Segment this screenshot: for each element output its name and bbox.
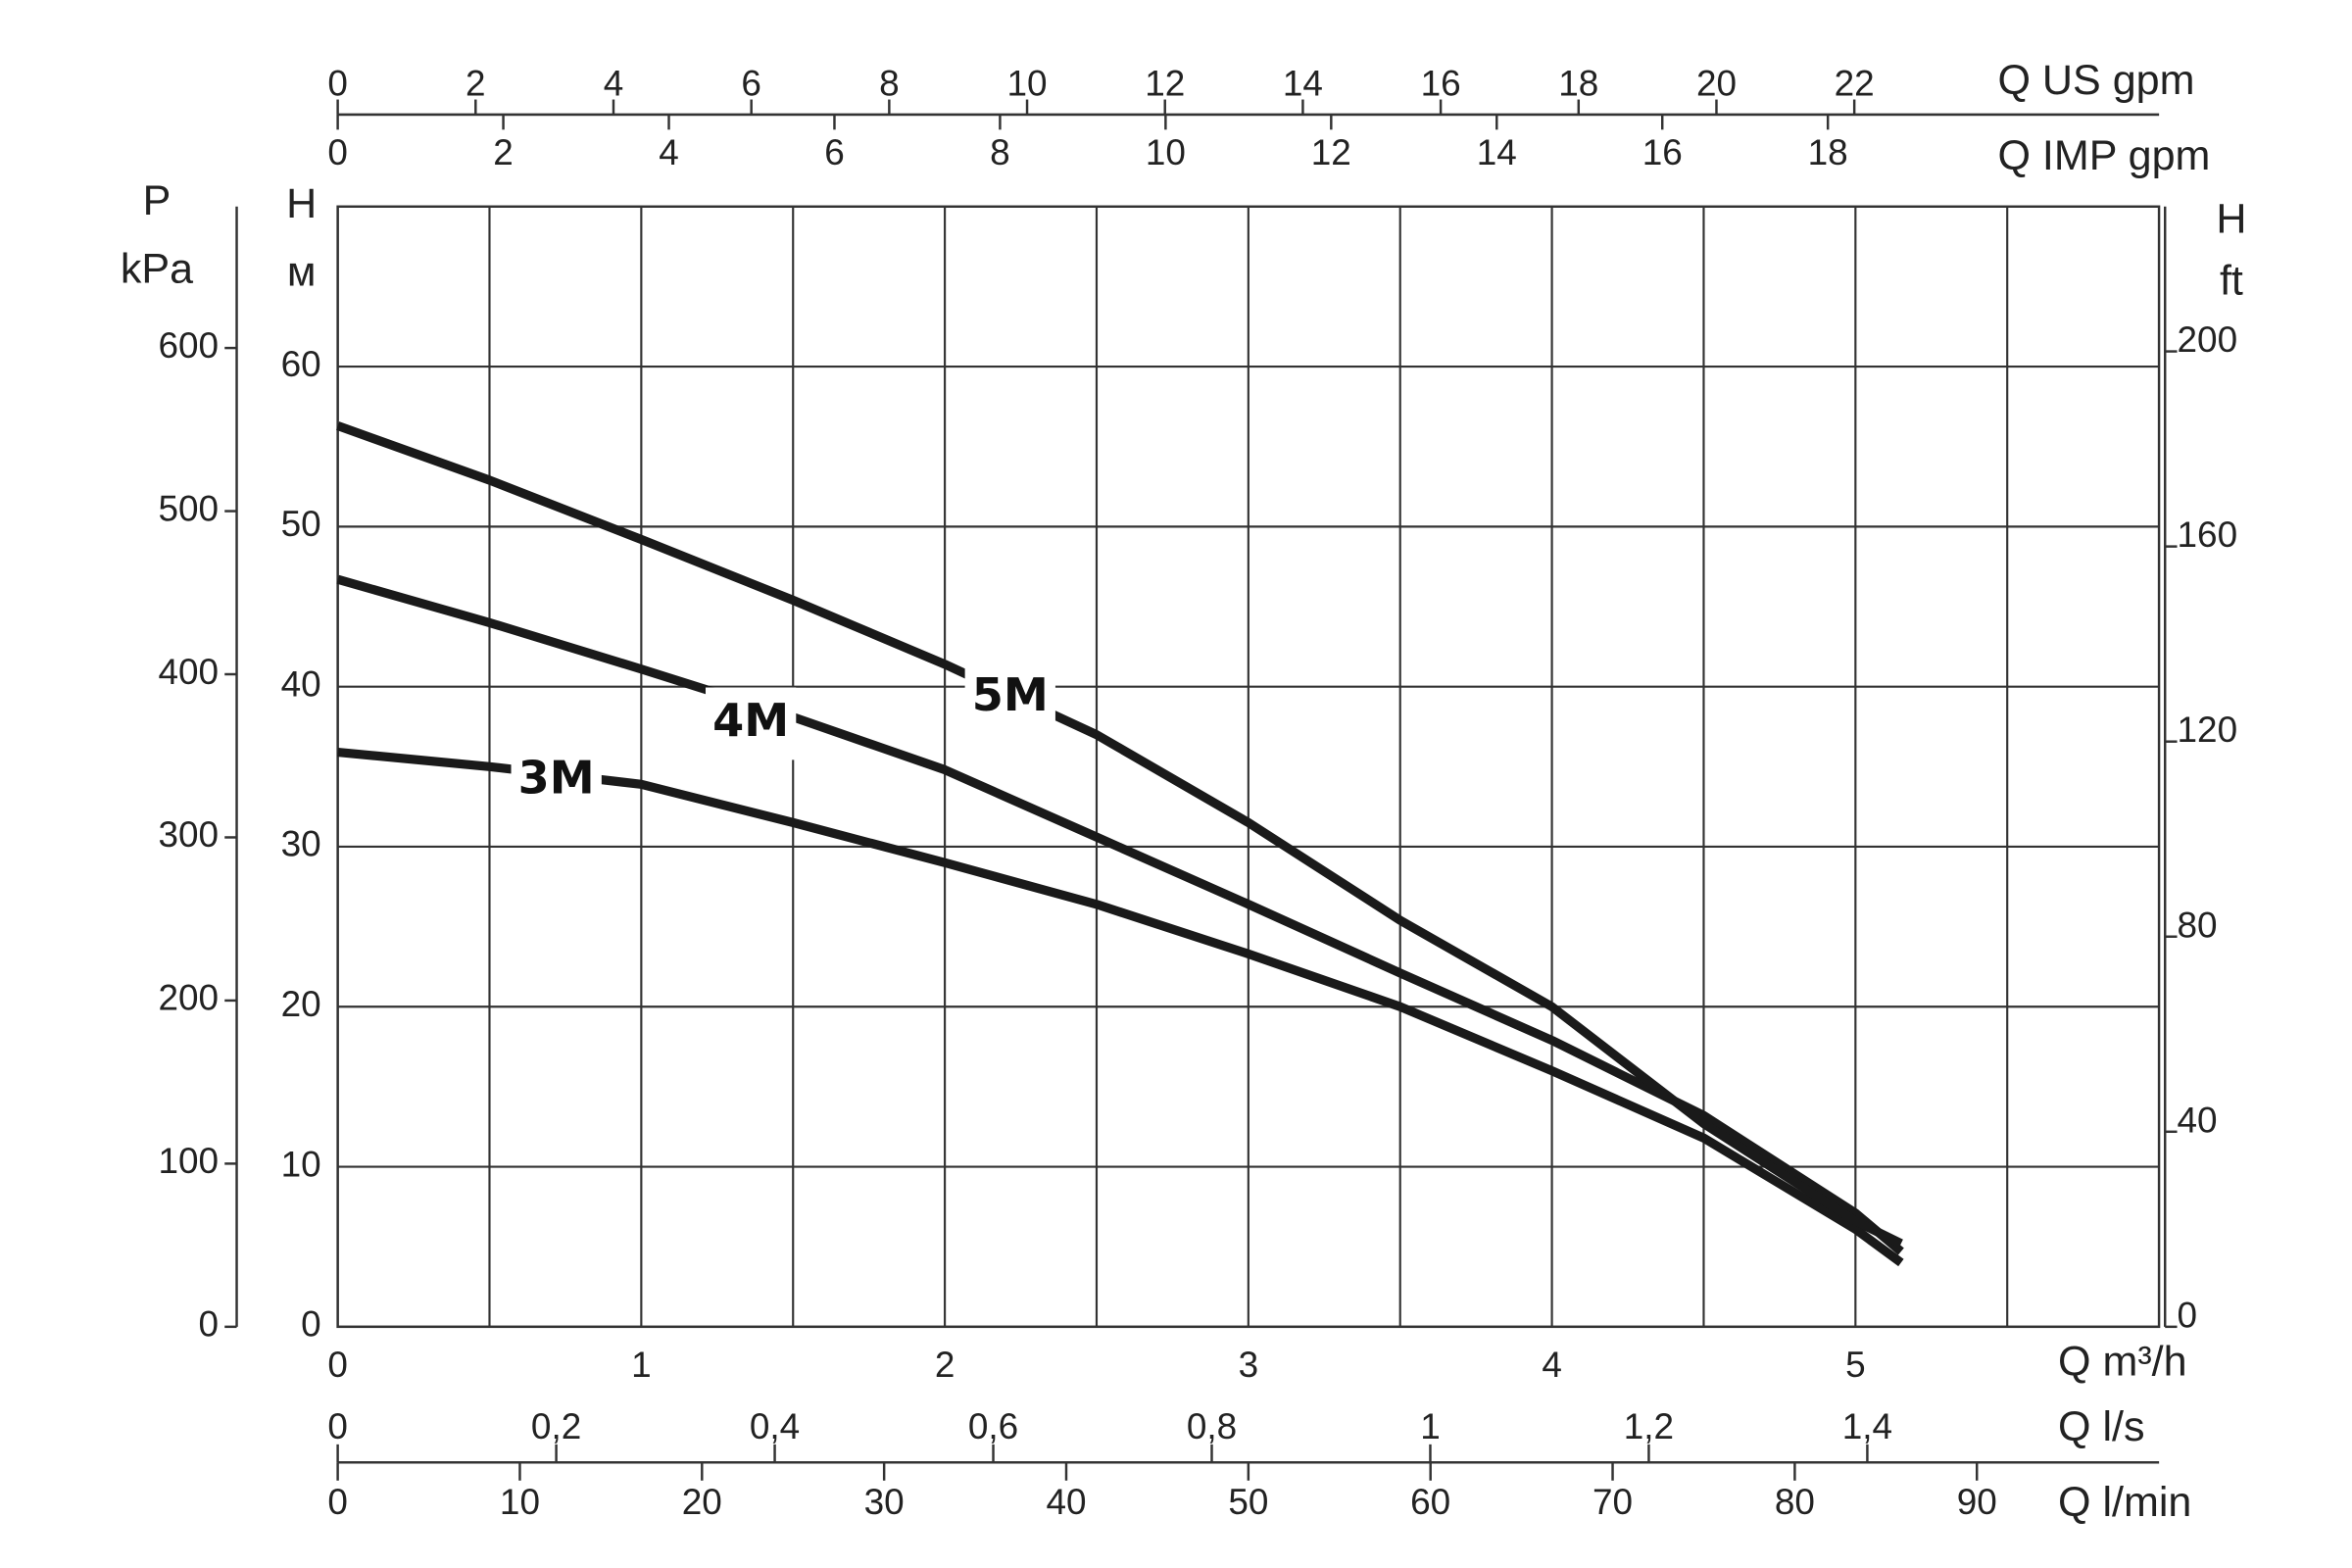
tick-label: 50 bbox=[1228, 1482, 1268, 1522]
curve-label-bg bbox=[706, 687, 797, 760]
tick-label: 22 bbox=[1835, 63, 1875, 103]
tick-label: 1 bbox=[1420, 1406, 1441, 1446]
tick-label: 8 bbox=[990, 132, 1010, 172]
plot-frame bbox=[336, 205, 2161, 1329]
curve-label-bg bbox=[964, 662, 1055, 735]
tick-label: 200 bbox=[158, 978, 219, 1018]
tick-label: 2 bbox=[466, 63, 486, 103]
tick-label: 18 bbox=[1808, 132, 1848, 172]
axis-unit: kPa bbox=[121, 245, 193, 292]
tick-label: 100 bbox=[158, 1141, 219, 1181]
axis-label: H bbox=[2216, 196, 2246, 243]
tick-label: 300 bbox=[158, 814, 219, 855]
tick-label: 40 bbox=[2178, 1100, 2218, 1140]
curve bbox=[337, 747, 1904, 1267]
curve-label-bg bbox=[511, 745, 602, 817]
tick-label: 500 bbox=[158, 488, 219, 528]
tick-label: 40 bbox=[1046, 1482, 1086, 1522]
y-tick-label: 50 bbox=[281, 504, 321, 544]
x-tick-label: 5 bbox=[1845, 1345, 1866, 1385]
tick-label: 30 bbox=[864, 1482, 905, 1522]
x-axis-label: Q m³/h bbox=[2058, 1339, 2187, 1386]
y-tick-label: 40 bbox=[281, 663, 321, 704]
tick-label: 8 bbox=[879, 63, 900, 103]
tick-label: 160 bbox=[2178, 514, 2238, 555]
curve-label: 3M bbox=[518, 751, 595, 804]
tick-label: 80 bbox=[1775, 1482, 1815, 1522]
y-tick-label: 60 bbox=[281, 344, 321, 384]
tick-label: 1,2 bbox=[1624, 1406, 1674, 1446]
tick-label: 10 bbox=[1146, 132, 1186, 172]
tick-label: 90 bbox=[1957, 1482, 1997, 1522]
curve-label: 4M bbox=[712, 694, 789, 747]
y-tick-label: 20 bbox=[281, 984, 321, 1024]
tick-label: 18 bbox=[1558, 63, 1598, 103]
tick-label: 6 bbox=[824, 132, 845, 172]
tick-label: 600 bbox=[158, 325, 219, 366]
y-tick-label: 30 bbox=[281, 824, 321, 864]
tick-label: 200 bbox=[2178, 319, 2238, 360]
tick-label: 20 bbox=[1696, 63, 1737, 103]
curves: 3M 4M 5M bbox=[336, 421, 1904, 1267]
tick-label: 0,8 bbox=[1187, 1406, 1237, 1446]
axis-label: Q l/min bbox=[2058, 1479, 2191, 1526]
tick-label: 16 bbox=[1642, 132, 1683, 172]
tick-label: 4 bbox=[604, 63, 624, 103]
y-axis-label: H bbox=[286, 180, 317, 227]
tick-label: 70 bbox=[1592, 1482, 1633, 1522]
tick-label: 4 bbox=[659, 132, 679, 172]
tick-label: 12 bbox=[1311, 132, 1351, 172]
axis-label: Q IMP gpm bbox=[1997, 132, 2210, 179]
axis-label: Q US gpm bbox=[1997, 57, 2194, 104]
axis-unit: ft bbox=[2220, 258, 2243, 305]
tick-label: 60 bbox=[1410, 1482, 1450, 1522]
tick-label: 14 bbox=[1283, 63, 1323, 103]
tick-label: 120 bbox=[2178, 710, 2238, 750]
tick-label: 10 bbox=[1007, 63, 1048, 103]
x-tick-label: 2 bbox=[935, 1345, 956, 1385]
tick-label: 0 bbox=[327, 63, 348, 103]
tick-label: 20 bbox=[682, 1482, 722, 1522]
x-tick-label: 1 bbox=[631, 1345, 652, 1385]
tick-label: 14 bbox=[1477, 132, 1517, 172]
y-axis-unit: м bbox=[287, 248, 317, 295]
x-tick-label: 0 bbox=[327, 1345, 348, 1385]
tick-label: 0 bbox=[327, 1482, 348, 1522]
tick-label: 0,4 bbox=[750, 1406, 800, 1446]
tick-label: 80 bbox=[2178, 905, 2218, 945]
tick-label: 400 bbox=[158, 652, 219, 692]
tick-label: 16 bbox=[1421, 63, 1461, 103]
curve-label: 5M bbox=[972, 668, 1049, 721]
axis-label: P bbox=[143, 177, 172, 224]
tick-label: 0 bbox=[199, 1304, 220, 1345]
x-tick-label: 3 bbox=[1239, 1345, 1259, 1385]
tick-label: 1,4 bbox=[1842, 1406, 1892, 1446]
tick-label: 0,6 bbox=[968, 1406, 1018, 1446]
tick-label: 10 bbox=[500, 1482, 540, 1522]
tick-label: 6 bbox=[741, 63, 761, 103]
curve bbox=[336, 574, 1904, 1255]
y-tick-label: 0 bbox=[301, 1304, 321, 1345]
tick-label: 2 bbox=[493, 132, 514, 172]
tick-label: 0 bbox=[327, 132, 348, 172]
y-tick-label: 10 bbox=[281, 1144, 321, 1184]
curve bbox=[336, 421, 1903, 1249]
tick-label: 0,2 bbox=[531, 1406, 581, 1446]
tick-label: 12 bbox=[1145, 63, 1185, 103]
tick-label: 0 bbox=[2178, 1295, 2198, 1335]
axis-label: Q l/s bbox=[2058, 1403, 2145, 1450]
x-tick-label: 4 bbox=[1542, 1345, 1562, 1385]
tick-label: 0 bbox=[327, 1406, 348, 1446]
